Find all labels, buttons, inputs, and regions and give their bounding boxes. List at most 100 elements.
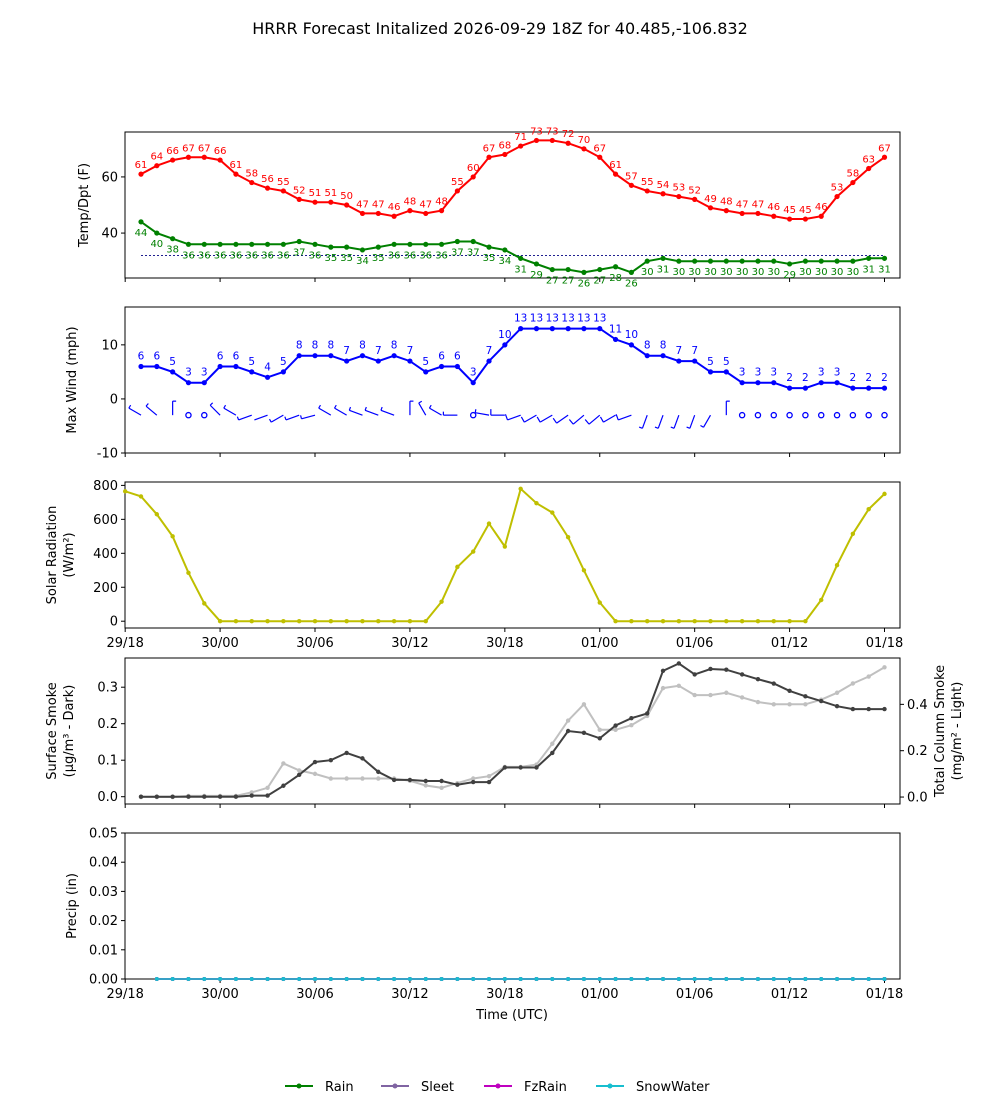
column-smoke-point — [771, 702, 776, 707]
temperature-data-label: 47 — [356, 199, 369, 210]
snowwater-point — [755, 977, 760, 981]
wind-barb-flag — [364, 406, 367, 411]
solar-point — [455, 564, 460, 570]
solar-point — [281, 619, 286, 624]
solar-point — [391, 619, 397, 624]
column-smoke-point — [565, 718, 571, 723]
temperature-data-label: 66 — [166, 146, 179, 157]
snowwater-point — [218, 977, 223, 981]
surface-smoke-point — [360, 756, 365, 761]
solar-point — [265, 619, 270, 624]
column-smoke-point — [296, 768, 302, 773]
temperature-frame — [124, 131, 901, 279]
wind-point — [344, 358, 350, 364]
solar-point — [565, 534, 571, 540]
wind-barb — [673, 414, 680, 429]
temperature-data-label: 57 — [625, 171, 638, 182]
temperature-data-label: 45 — [799, 205, 812, 216]
wind-barb-flag — [300, 415, 303, 419]
temperature-point — [217, 157, 223, 163]
surface-smoke-point — [407, 777, 413, 783]
wind-data-label: 13 — [593, 313, 606, 325]
surface-smoke-point — [613, 723, 618, 728]
dewpoint-point — [185, 241, 192, 247]
temperature-point — [866, 165, 872, 172]
snowwater-point — [724, 977, 729, 981]
wind-barb — [657, 414, 664, 429]
snowwater-point — [850, 977, 855, 981]
temperature-point — [644, 188, 650, 194]
solar-point — [787, 619, 792, 624]
temperature-data-label: 53 — [831, 183, 844, 194]
wind-data-label: 11 — [609, 323, 622, 335]
wind-point — [217, 363, 223, 370]
dewpoint-point — [755, 258, 761, 264]
wind-point — [723, 369, 729, 375]
column-smoke-point — [676, 683, 682, 689]
wind-data-label: 3 — [470, 367, 477, 379]
temperature-data-label: 49 — [704, 194, 717, 205]
dewpoint-data-label: 34 — [356, 256, 369, 267]
wind-barb — [418, 402, 427, 416]
solar-point — [708, 619, 713, 624]
temperature-point — [233, 171, 239, 177]
temperature-data-label: 47 — [372, 199, 385, 210]
column-smoke-point — [344, 776, 349, 781]
wind-barb-calm — [738, 411, 746, 419]
temperature-point — [359, 210, 366, 217]
precip-frame — [124, 832, 901, 980]
snowwater-point — [518, 977, 523, 981]
surface-smoke-point — [660, 668, 666, 673]
temperature-data-label: 73 — [546, 126, 559, 137]
snowwater-point — [566, 977, 571, 981]
precip-ytick-label: 0.00 — [89, 973, 118, 988]
wind-barb-calm — [881, 411, 888, 419]
dewpoint-point — [866, 255, 872, 261]
wind-data-label: 13 — [561, 313, 574, 325]
surface-smoke-point — [233, 794, 239, 799]
dewpoint-data-label: 35 — [483, 253, 496, 264]
wind-barb-flag — [418, 400, 423, 404]
solar-point — [486, 521, 492, 526]
dewpoint-data-label: 27 — [593, 276, 606, 287]
temperature-data-label: 46 — [815, 202, 828, 213]
wind-data-label: 6 — [138, 350, 145, 362]
temperature-point — [549, 137, 555, 144]
temperature-data-label: 61 — [230, 160, 243, 171]
dewpoint-point — [628, 269, 634, 275]
temperature-data-label: 61 — [135, 160, 148, 171]
wind-data-label: 2 — [850, 372, 857, 384]
snowwater-point — [835, 977, 840, 981]
column-smoke-point — [629, 723, 634, 728]
dewpoint-data-label: 30 — [672, 267, 685, 278]
temperature-data-label: 51 — [309, 188, 322, 199]
wind-point — [676, 358, 682, 364]
wind-data-label: 8 — [312, 340, 319, 352]
smoke-ytick-label: 0.3 — [97, 681, 118, 696]
surface-smoke-point — [597, 736, 602, 741]
snowwater-point — [882, 977, 887, 981]
legend-sleet-marker — [392, 1083, 398, 1089]
dewpoint-data-label: 36 — [435, 250, 448, 261]
temperature-data-label: 67 — [198, 143, 211, 154]
solar-ytick-label: 0 — [110, 615, 118, 630]
wind-data-label: 6 — [454, 350, 461, 362]
column-smoke-point — [660, 685, 666, 691]
wind-barb — [223, 407, 237, 416]
surface-smoke-point — [739, 672, 745, 677]
column-smoke-point — [850, 681, 856, 686]
wind-point — [502, 342, 508, 348]
wind-barb — [507, 414, 521, 421]
wind-barb — [539, 414, 553, 423]
wind-data-label: 10 — [625, 329, 638, 341]
wind-data-label: 8 — [327, 340, 334, 352]
solar-panel: 0 200 400 600 800 Solar Radiation (W/m²) 29/18 3… — [45, 479, 903, 651]
solar-point — [439, 599, 444, 604]
solar-point — [550, 510, 555, 515]
wind-barb-flag — [348, 406, 352, 411]
dewpoint-data-label: 36 — [261, 250, 274, 261]
temperature-point — [755, 210, 761, 217]
solar-xtick-label: 30/06 — [296, 636, 333, 651]
wind-barb — [556, 414, 569, 424]
wind-barb-calm — [786, 411, 793, 419]
